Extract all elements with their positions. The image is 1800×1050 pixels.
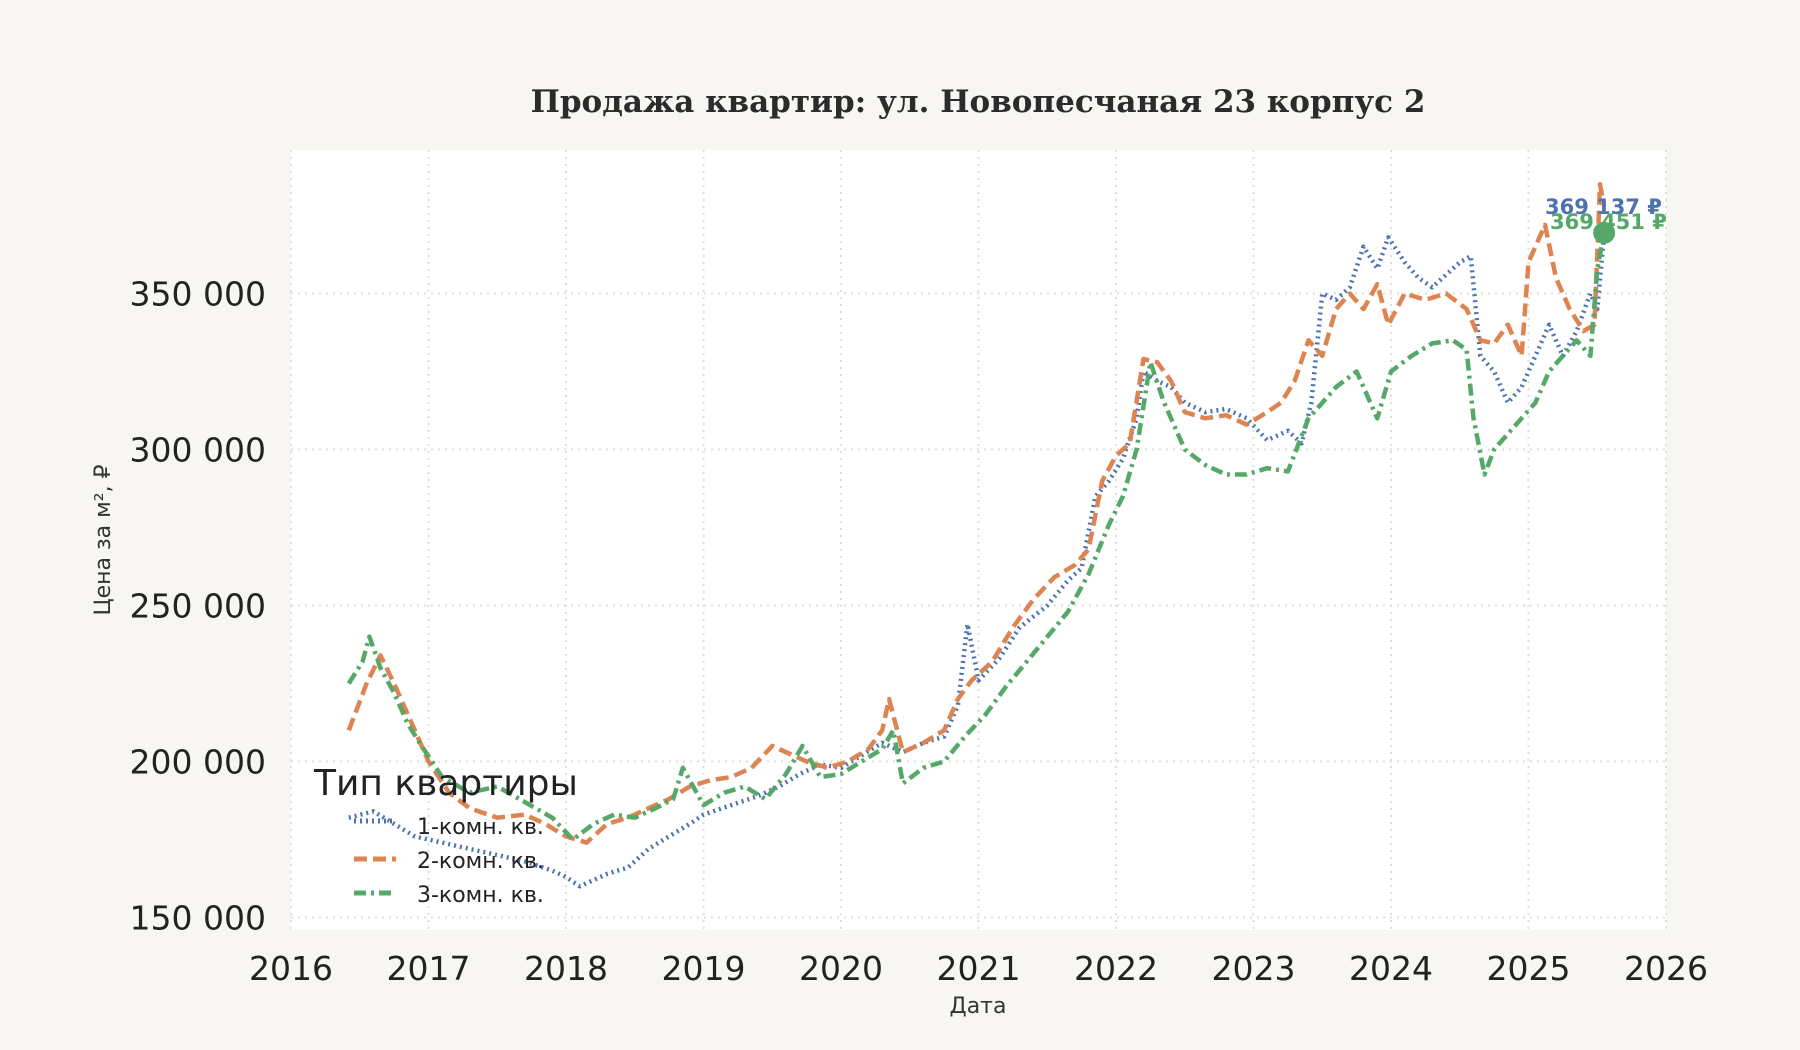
y-tick-label: 350 000 (130, 275, 266, 314)
series-layer (346, 182, 1616, 889)
series-line-3room (346, 232, 1607, 842)
x-tick-label: 2018 (524, 949, 608, 988)
series-line-2room (346, 182, 1607, 845)
plot-area (291, 150, 1666, 930)
y-axis-label: Цена за м², ₽ (91, 464, 116, 615)
y-tick-label: 200 000 (130, 743, 266, 782)
y-tick-label: 250 000 (130, 587, 266, 626)
chart-title: Продажа квартир: ул. Новопесчаная 23 кор… (531, 84, 1426, 120)
x-tick-label: 2022 (1074, 949, 1158, 988)
grid (290, 150, 1667, 930)
legend-label-3room: 3-комн. кв. (417, 883, 544, 908)
x-tick-label: 2017 (387, 949, 471, 988)
y-tick-label: 300 000 (130, 431, 266, 470)
end-annotations: 369 137 ₽ 369 451 ₽ (1545, 195, 1667, 234)
y-tick-label: 150 000 (130, 899, 266, 938)
annotation-1room-price: 369 137 ₽ (1545, 195, 1662, 219)
x-tick-label: 2021 (937, 949, 1021, 988)
annotation-3room-price: 369 451 ₽ (1550, 210, 1667, 234)
legend-title: Тип квартиры (313, 763, 578, 804)
x-tick-label: 2023 (1212, 949, 1296, 988)
legend-label-2room: 2-комн. кв. (417, 849, 544, 874)
x-axis-label: Дата (950, 994, 1007, 1019)
x-tick-label: 2020 (799, 949, 883, 988)
x-tick-label: 2016 (249, 949, 333, 988)
legend-label-1room: 1-комн. кв. (417, 815, 544, 840)
x-tick-label: 2019 (662, 949, 746, 988)
x-tick-label: 2026 (1624, 949, 1708, 988)
x-tick-label: 2024 (1349, 949, 1433, 988)
end-point-marker (1593, 221, 1616, 244)
x-tick-label: 2025 (1487, 949, 1571, 988)
legend: Тип квартиры 1-комн. кв. 2-комн. кв. 3-к… (313, 763, 578, 908)
axes: 2016 2017 2018 2019 2020 2021 2022 2023 2024 2025… (130, 275, 1708, 988)
